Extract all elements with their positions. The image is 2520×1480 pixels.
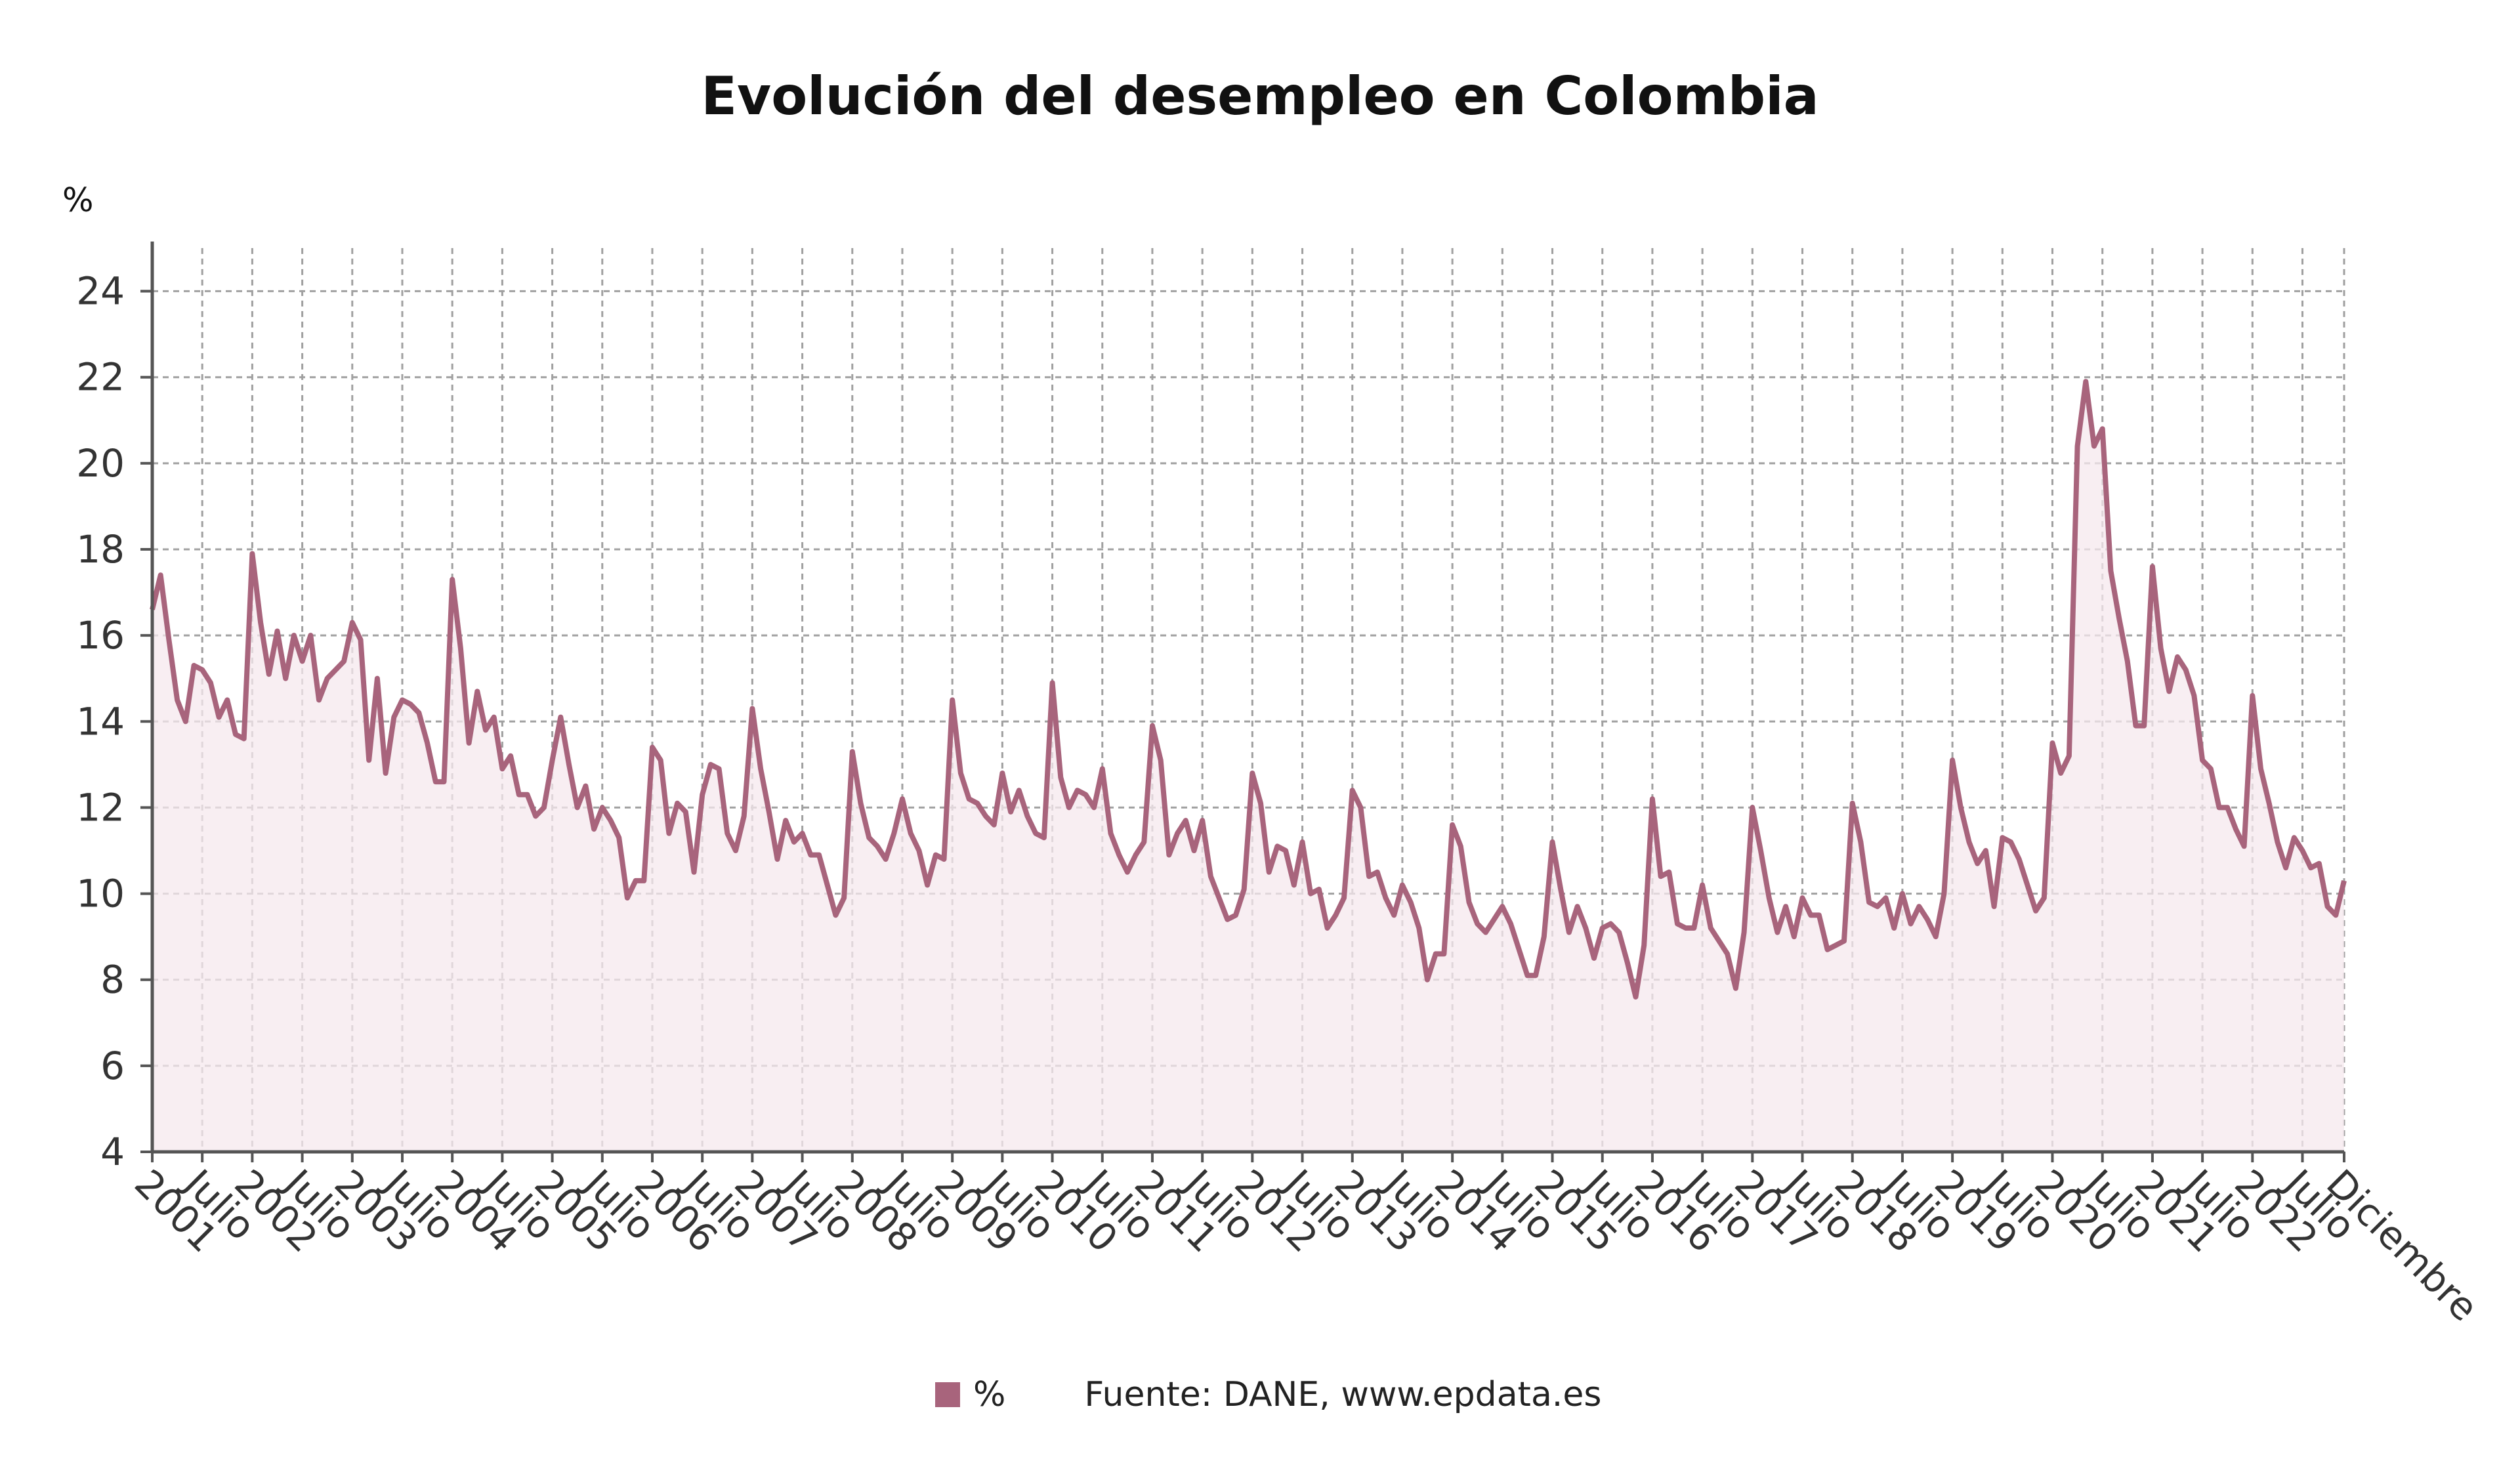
y-tick-label: 22 (76, 355, 125, 400)
y-tick-labels: 4 6 8 10 12 14 16 18 20 22 24 (76, 269, 152, 1174)
grid-lines (151, 248, 2345, 1152)
y-axis-unit-label: % (62, 181, 94, 219)
source-label: Fuente: DANE, www.epdata.es (1084, 1375, 1602, 1414)
chart-title: Evolución del desempleo en Colombia (701, 66, 1819, 127)
legend-label: % (973, 1375, 1006, 1414)
axes (150, 242, 2344, 1154)
y-tick-label: 12 (76, 785, 125, 830)
x-tick-label: Diciembre (2318, 1161, 2487, 1330)
y-tick-label: 16 (76, 613, 125, 658)
y-tick-label: 4 (100, 1130, 125, 1174)
y-tick-label: 10 (76, 872, 125, 916)
y-tick-label: 24 (76, 269, 125, 314)
y-tick-label: 14 (76, 699, 125, 744)
y-tick-label: 20 (76, 441, 125, 486)
x-tick-labels: 2001Julio2002Julio2003Julio2004Julio2005… (126, 1152, 2487, 1330)
legend-swatch (935, 1382, 960, 1407)
y-tick-label: 6 (100, 1044, 125, 1088)
y-tick-label: 18 (76, 527, 125, 572)
series-area-fill (152, 381, 2344, 1152)
series-line (150, 379, 2347, 1000)
y-tick-label: 8 (100, 958, 125, 1002)
legend: % Fuente: DANE, www.epdata.es (935, 1368, 1601, 1421)
